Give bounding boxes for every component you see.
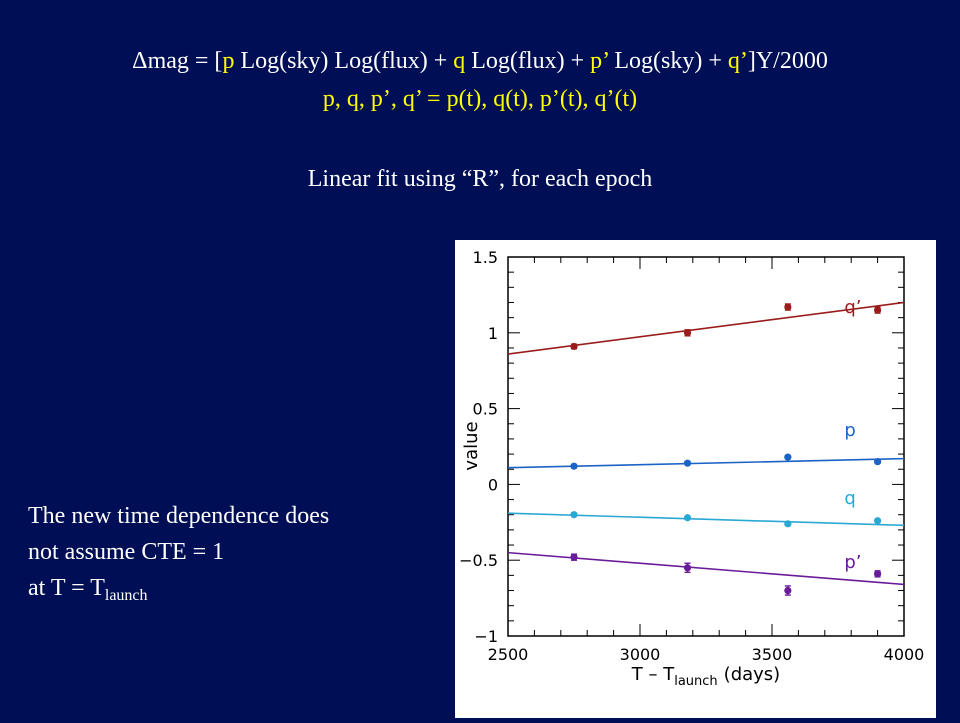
data-point bbox=[874, 570, 882, 578]
equation-part-3: Log(flux) + bbox=[465, 48, 591, 74]
fit-lines bbox=[507, 301, 905, 586]
plot-panel: 2500 3000 3500 4000 −1 −0.5 0 0.5 1 1.5 q’ p q p’ va… bbox=[455, 240, 936, 718]
data-points bbox=[570, 303, 882, 596]
data-point bbox=[570, 462, 578, 470]
data-point bbox=[784, 453, 792, 461]
note-line-2: not assume CTE = 1 bbox=[28, 539, 225, 565]
y-tick-label: 0 bbox=[488, 475, 498, 494]
x-tick-label: 4000 bbox=[884, 645, 925, 664]
x-tick-label: 3500 bbox=[752, 645, 793, 664]
note-line-1: The new time dependence does bbox=[28, 503, 330, 529]
equation-line-1: Δmag = [p Log(sky) Log(flux) + q Log(flu… bbox=[0, 48, 960, 75]
note-line-3-subscript: launch bbox=[104, 587, 148, 604]
data-point bbox=[683, 459, 692, 467]
x-tick-label: 3000 bbox=[620, 645, 661, 664]
data-point bbox=[784, 586, 792, 595]
fit-note: Linear fit using “R”, for each epoch bbox=[307, 166, 653, 192]
x-axis-label: T – Tlaunch (days) bbox=[631, 664, 780, 689]
y-tick-label: 1.5 bbox=[473, 248, 498, 267]
data-point bbox=[570, 511, 578, 519]
equation-part-5: ]Y/2000 bbox=[747, 48, 828, 74]
equation-part-1: mag = [ bbox=[147, 48, 223, 74]
y-tick-label: 1 bbox=[488, 324, 498, 343]
fit-chart: 2500 3000 3500 4000 −1 −0.5 0 0.5 1 1.5 q’ p q p’ va… bbox=[459, 248, 924, 689]
x-axis-label-main: T – T bbox=[631, 664, 675, 685]
equation-q: q bbox=[453, 48, 466, 74]
y-tick-label: −0.5 bbox=[459, 551, 498, 570]
series-label: q’ bbox=[844, 297, 861, 318]
data-point bbox=[784, 520, 792, 528]
equation-part-4: Log(sky) + bbox=[608, 48, 728, 74]
data-point bbox=[683, 329, 692, 337]
x-axis-label-units: (days) bbox=[724, 664, 781, 685]
y-tick-label: 0.5 bbox=[473, 400, 498, 419]
equation-line-2: p, q, p’, q’ = p(t), q(t), p’(t), q’(t) bbox=[322, 86, 638, 112]
y-axis-label: value bbox=[461, 421, 482, 470]
x-tick-label: 2500 bbox=[488, 645, 529, 664]
data-point bbox=[874, 306, 882, 314]
delta-symbol: Δ bbox=[132, 48, 148, 74]
fit-line bbox=[507, 512, 905, 527]
series-labels: q’ p q p’ bbox=[844, 297, 861, 573]
data-point bbox=[874, 458, 882, 466]
fit-line bbox=[507, 457, 905, 469]
y-tick-label: −1 bbox=[474, 627, 498, 646]
data-point bbox=[683, 514, 692, 522]
series-label: q bbox=[844, 488, 855, 509]
series-label: p’ bbox=[844, 552, 861, 573]
data-point bbox=[683, 564, 692, 572]
note-line-3: at T = Tlaunch bbox=[28, 570, 329, 614]
equation-part-2: Log(sky) Log(flux) + bbox=[234, 48, 454, 74]
data-point bbox=[784, 303, 792, 311]
note-line-3-text: at T = T bbox=[28, 575, 105, 601]
plot-frame bbox=[507, 256, 905, 637]
axis-ticks: 2500 3000 3500 4000 −1 −0.5 0 0.5 1 1.5 bbox=[459, 248, 924, 664]
data-point bbox=[874, 517, 882, 525]
equation-q-prime: q’ bbox=[727, 48, 748, 74]
time-dependence-note: The new time dependence does not assume … bbox=[28, 498, 329, 614]
equation-p-prime: p’ bbox=[590, 48, 609, 74]
data-point bbox=[570, 342, 578, 351]
x-axis-label-sub: launch bbox=[674, 674, 717, 689]
series-label: p bbox=[844, 420, 855, 441]
equation-p: p bbox=[222, 48, 235, 74]
data-point bbox=[570, 553, 578, 561]
